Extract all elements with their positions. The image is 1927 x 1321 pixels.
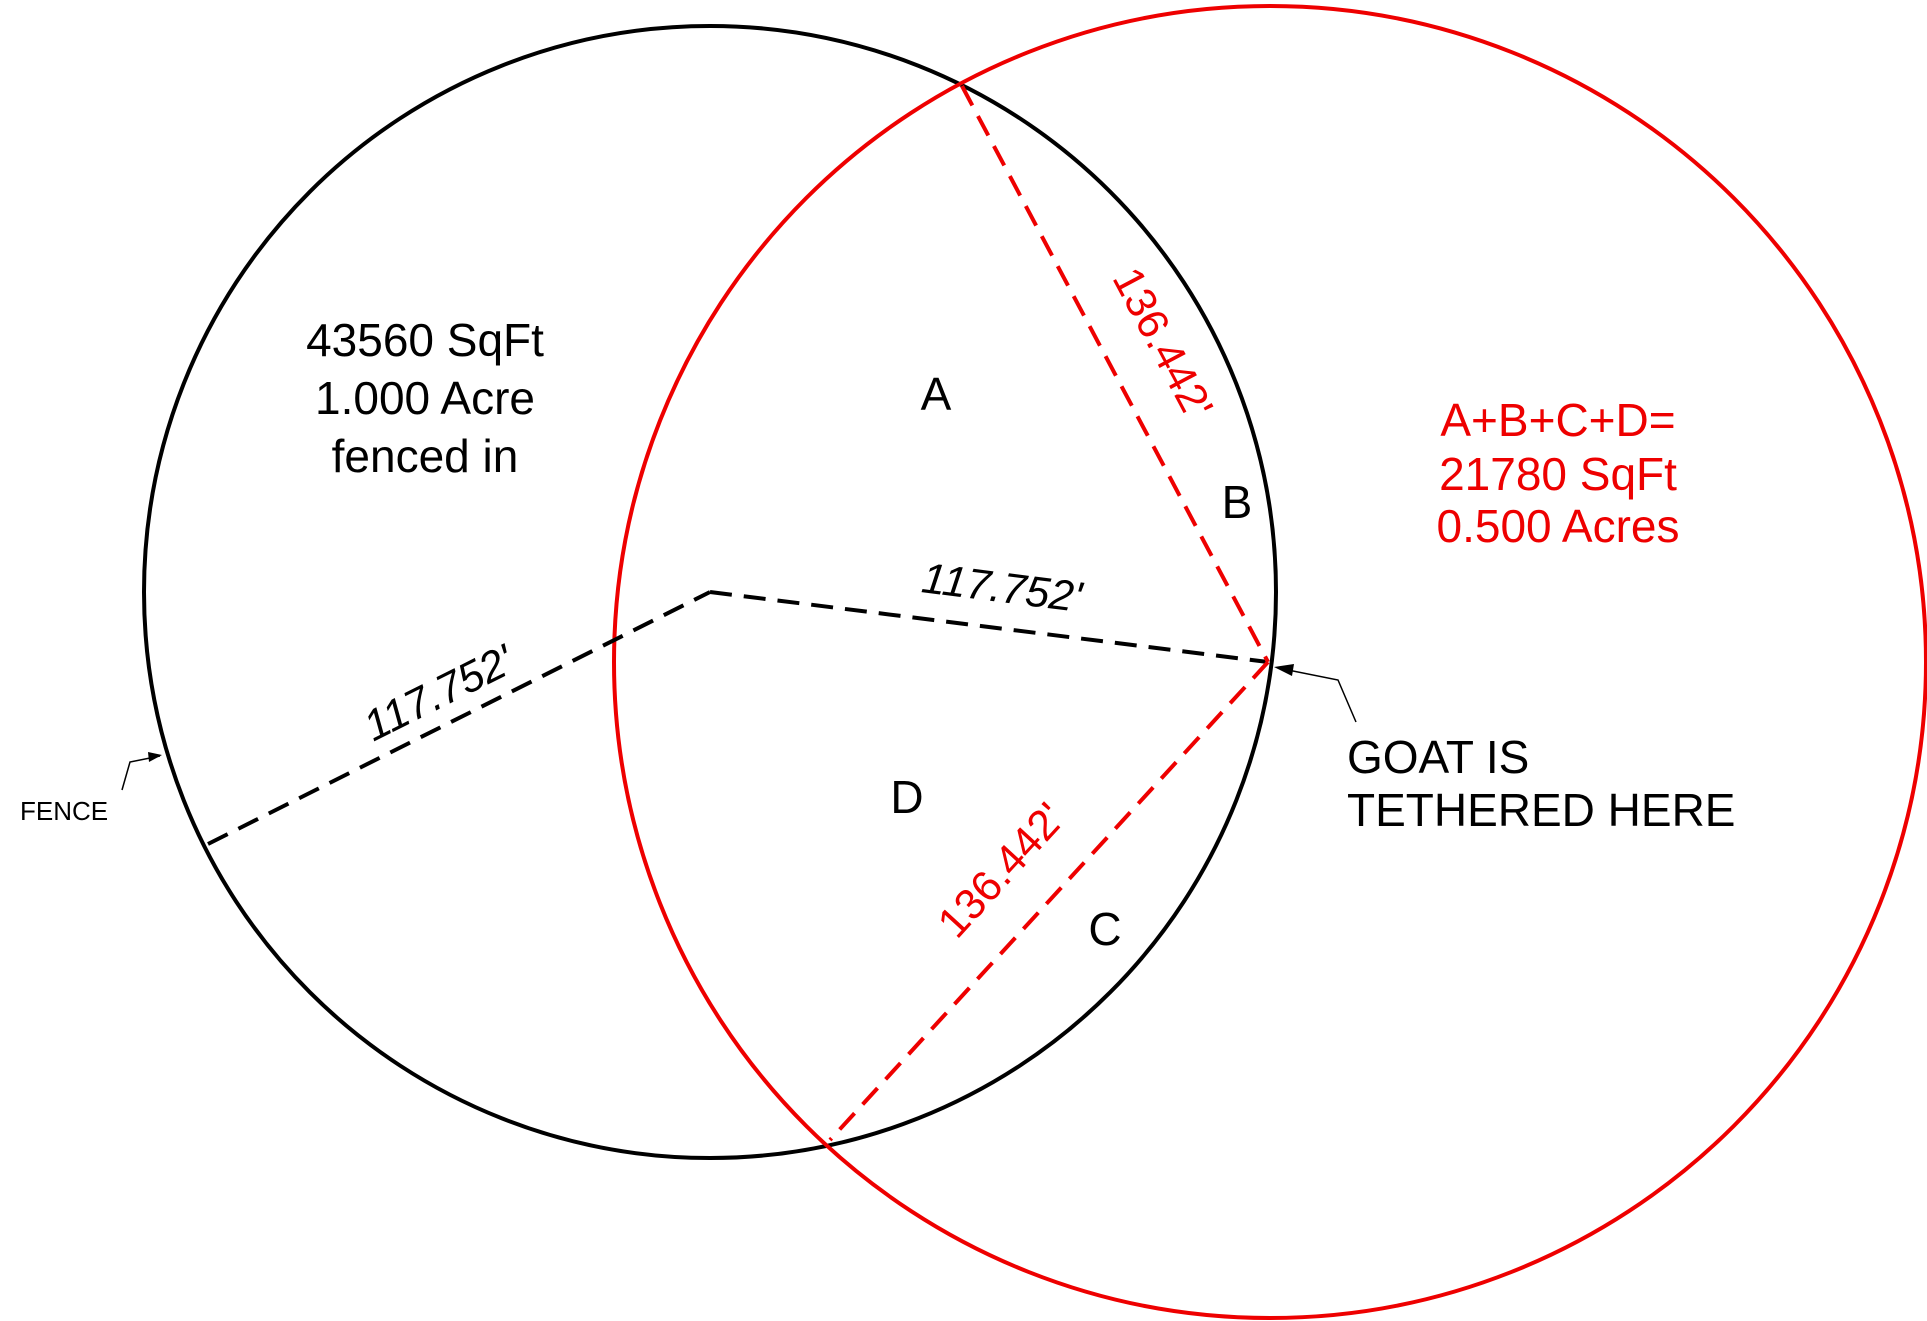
- fence-callout-label: FENCE: [20, 796, 108, 826]
- region-label-a: A: [921, 368, 952, 420]
- fence-leader-line: [121, 755, 161, 791]
- grazing-area-sqft: 21780 SqFt: [1439, 448, 1677, 500]
- fence-area-acre: 1.000 Acre: [315, 372, 535, 424]
- goat-callout-line1: GOAT IS: [1347, 731, 1529, 783]
- tether-upper-label: 136.442': [1103, 260, 1222, 427]
- fence-circle: [142, 24, 1278, 1160]
- tether-lower-label: 136.442': [929, 794, 1075, 947]
- fence-radius-left-line: [207, 590, 711, 846]
- region-label-b: B: [1222, 476, 1253, 528]
- tether-circle: [612, 4, 1927, 1320]
- goat-arrowhead: [1274, 664, 1294, 676]
- goat-callout-line2: TETHERED HERE: [1347, 784, 1735, 836]
- tether-radius-lower-line: [828, 660, 1270, 1142]
- region-label-d: D: [890, 771, 923, 823]
- grazing-area-formula: A+B+C+D=: [1440, 394, 1675, 446]
- tether-radius-upper-line: [960, 85, 1270, 663]
- fence-area-sqft: 43560 SqFt: [306, 314, 544, 366]
- fence-radius-right-line: [709, 590, 1269, 664]
- fence-arrowhead: [148, 752, 162, 762]
- grazing-area-acres: 0.500 Acres: [1437, 500, 1680, 552]
- fence-radius-right-label: 117.752': [919, 554, 1086, 622]
- region-label-c: C: [1088, 903, 1121, 955]
- fence-area-note: fenced in: [332, 430, 519, 482]
- fence-radius-left-label: 117.752': [356, 635, 523, 751]
- goat-leader-line: [1277, 667, 1357, 723]
